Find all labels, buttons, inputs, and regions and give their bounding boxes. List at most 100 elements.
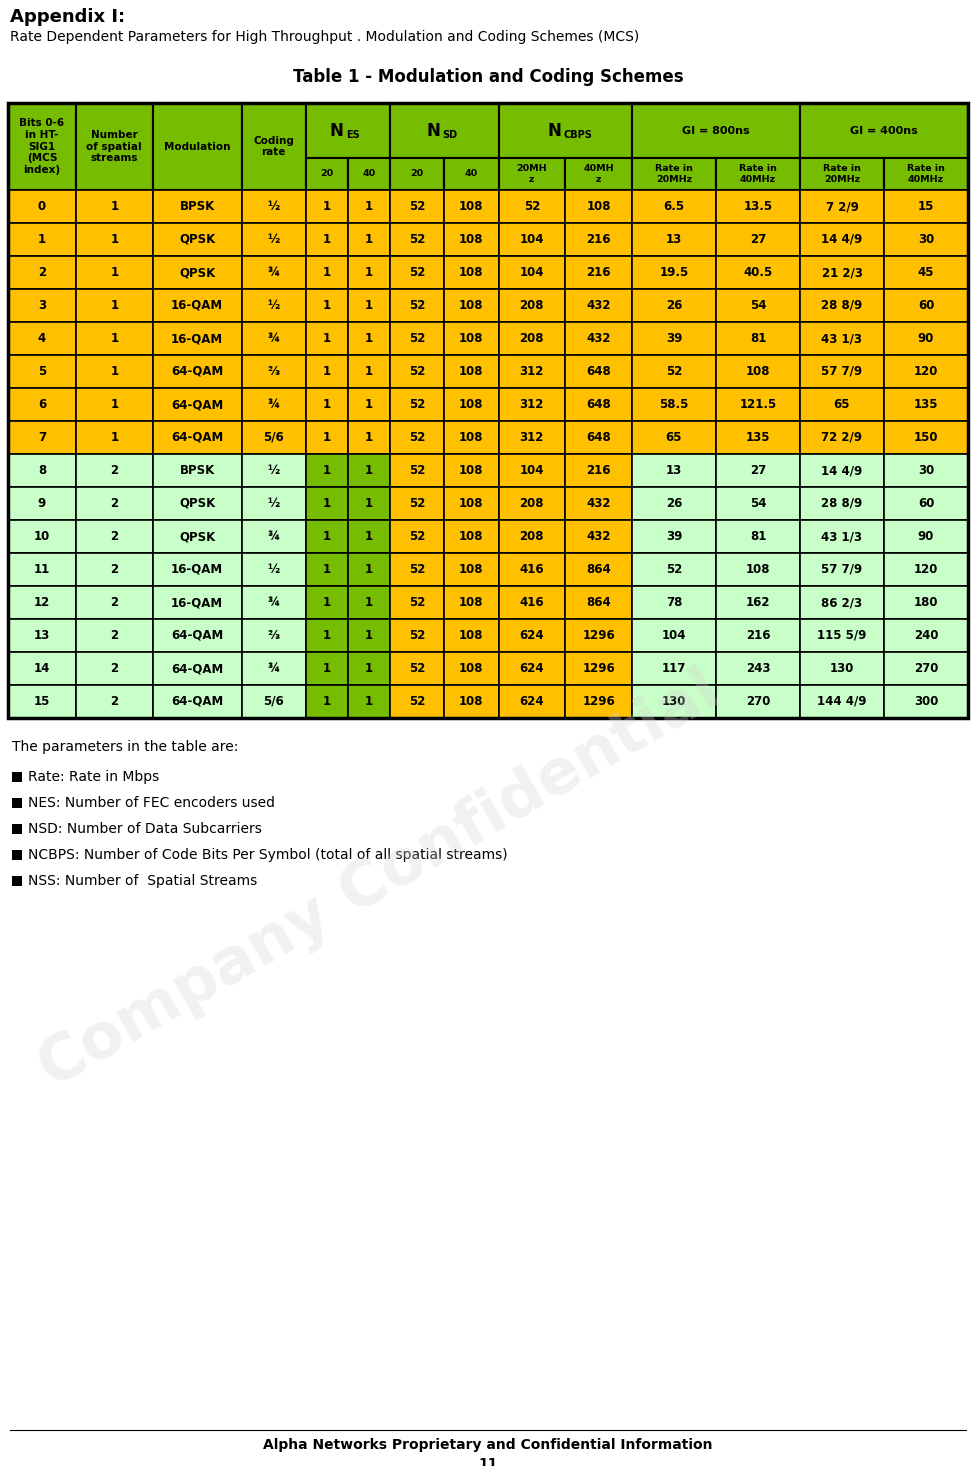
Text: 52: 52 — [409, 465, 426, 476]
Text: Appendix I:: Appendix I: — [10, 7, 125, 26]
Bar — [241, 520, 305, 553]
Text: 4: 4 — [38, 331, 46, 345]
Bar — [716, 520, 800, 553]
Text: Rate in
20MHz: Rate in 20MHz — [823, 164, 861, 183]
Text: 52: 52 — [409, 531, 426, 542]
Bar — [565, 103, 631, 191]
Bar — [716, 355, 800, 388]
Text: 624: 624 — [519, 695, 545, 708]
Text: 432: 432 — [587, 531, 611, 542]
Text: 1: 1 — [365, 199, 373, 213]
Text: ES: ES — [346, 129, 359, 139]
Text: 120: 120 — [914, 365, 938, 378]
Bar — [305, 586, 347, 619]
Bar — [241, 553, 305, 586]
Bar — [389, 388, 444, 421]
Text: 11: 11 — [34, 563, 50, 576]
Text: 3: 3 — [38, 299, 46, 312]
Text: NSS: Number of  Spatial Streams: NSS: Number of Spatial Streams — [28, 874, 258, 888]
Text: 108: 108 — [746, 563, 770, 576]
Text: 104: 104 — [662, 629, 686, 642]
Bar — [499, 487, 565, 520]
Text: 108: 108 — [459, 663, 483, 674]
Bar — [499, 619, 565, 652]
Bar — [499, 685, 565, 718]
Text: 1: 1 — [365, 365, 373, 378]
Bar — [716, 487, 800, 520]
Text: 16-QAM: 16-QAM — [171, 299, 224, 312]
Text: 312: 312 — [519, 431, 544, 444]
Text: 1: 1 — [110, 233, 118, 246]
Bar — [884, 223, 968, 257]
Text: Rate in
40MHz: Rate in 40MHz — [739, 164, 777, 183]
Bar — [884, 323, 968, 355]
Text: 52: 52 — [409, 497, 426, 510]
Text: 20: 20 — [410, 170, 424, 179]
Bar — [631, 520, 716, 553]
Text: 208: 208 — [519, 497, 544, 510]
Bar — [565, 487, 631, 520]
Bar — [565, 553, 631, 586]
Text: 52: 52 — [409, 199, 426, 213]
Bar — [305, 257, 347, 289]
Text: 1: 1 — [323, 397, 331, 410]
Bar — [499, 191, 565, 223]
Text: 108: 108 — [459, 695, 483, 708]
Text: 65: 65 — [834, 397, 850, 410]
Bar — [347, 103, 389, 191]
Bar — [800, 685, 884, 718]
Text: 64-QAM: 64-QAM — [171, 397, 224, 410]
Bar — [884, 619, 968, 652]
Text: 78: 78 — [666, 597, 682, 608]
Text: 216: 216 — [587, 233, 611, 246]
Bar — [152, 487, 241, 520]
Text: 108: 108 — [459, 331, 483, 345]
Bar — [152, 289, 241, 323]
Text: 416: 416 — [519, 597, 545, 608]
Text: 5/6: 5/6 — [264, 695, 284, 708]
Bar — [444, 158, 499, 191]
Bar — [152, 652, 241, 685]
Text: 240: 240 — [914, 629, 938, 642]
Bar — [444, 421, 499, 454]
Bar — [716, 223, 800, 257]
Bar — [631, 619, 716, 652]
Bar — [444, 553, 499, 586]
Text: 14: 14 — [34, 663, 50, 674]
Bar — [499, 586, 565, 619]
Text: 1: 1 — [110, 431, 118, 444]
Bar — [347, 158, 389, 191]
Text: 52: 52 — [666, 365, 682, 378]
Bar — [444, 388, 499, 421]
Text: 108: 108 — [459, 265, 483, 279]
Bar — [444, 289, 499, 323]
Bar — [800, 103, 968, 158]
Text: ¾: ¾ — [267, 331, 280, 345]
Bar — [499, 454, 565, 487]
Text: 208: 208 — [519, 331, 544, 345]
Bar — [305, 223, 347, 257]
Text: ¾: ¾ — [267, 397, 280, 410]
Bar — [12, 798, 22, 808]
Text: 1: 1 — [365, 563, 373, 576]
Bar — [305, 487, 347, 520]
Text: 14 4/9: 14 4/9 — [822, 465, 863, 476]
Bar — [565, 223, 631, 257]
Bar — [152, 520, 241, 553]
Text: 40: 40 — [465, 170, 478, 179]
Text: 312: 312 — [519, 365, 544, 378]
Text: 15: 15 — [34, 695, 50, 708]
Bar — [305, 520, 347, 553]
Text: ¾: ¾ — [267, 663, 280, 674]
Bar — [444, 103, 499, 191]
Bar — [499, 355, 565, 388]
Bar — [76, 103, 152, 191]
Bar — [152, 388, 241, 421]
Text: Rate in
20MHz: Rate in 20MHz — [655, 164, 693, 183]
Text: 13.5: 13.5 — [744, 199, 773, 213]
Bar — [631, 586, 716, 619]
Text: 2: 2 — [110, 497, 118, 510]
Bar — [716, 619, 800, 652]
Text: 108: 108 — [459, 365, 483, 378]
Bar — [12, 850, 22, 861]
